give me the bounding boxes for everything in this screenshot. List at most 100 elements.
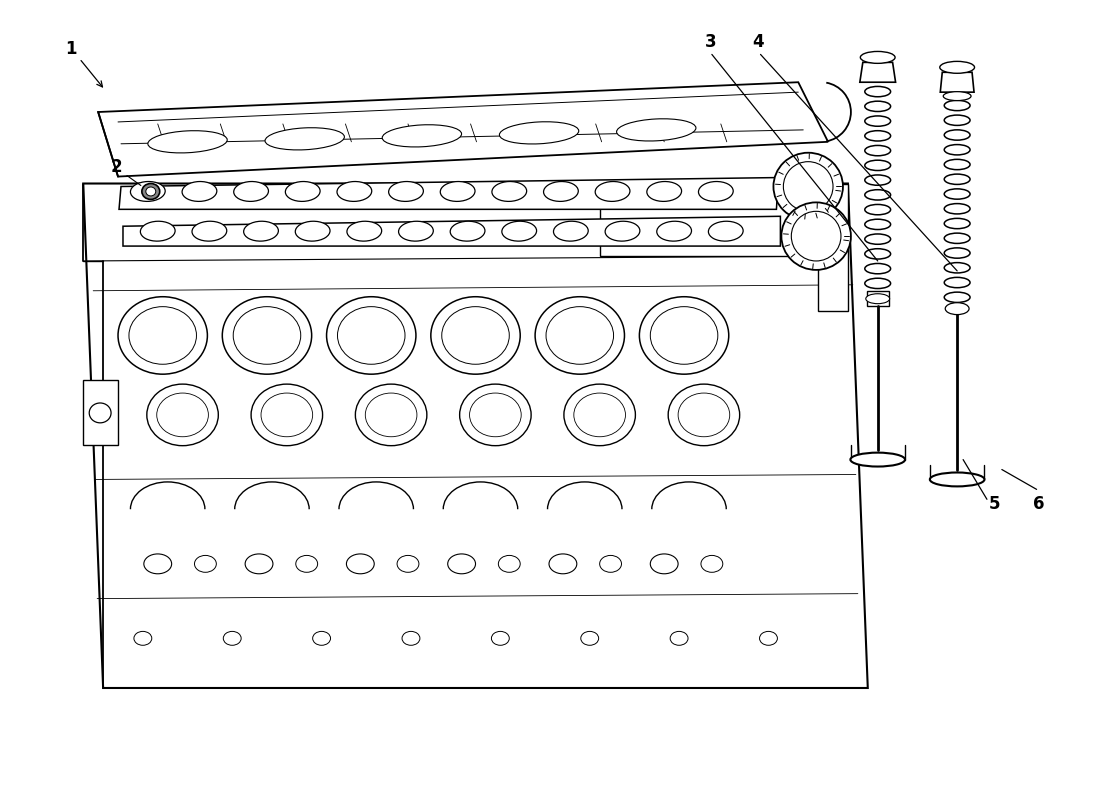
Ellipse shape <box>398 222 433 241</box>
Ellipse shape <box>243 222 278 241</box>
Ellipse shape <box>535 297 625 374</box>
Ellipse shape <box>147 130 228 153</box>
Polygon shape <box>860 62 895 82</box>
Ellipse shape <box>195 555 217 572</box>
Ellipse shape <box>574 393 626 437</box>
Ellipse shape <box>543 182 579 202</box>
Ellipse shape <box>89 403 111 423</box>
Ellipse shape <box>285 182 320 202</box>
Ellipse shape <box>312 631 330 646</box>
Ellipse shape <box>945 302 969 314</box>
Ellipse shape <box>498 555 520 572</box>
Ellipse shape <box>564 384 636 446</box>
Ellipse shape <box>440 182 475 202</box>
Polygon shape <box>867 290 889 306</box>
Ellipse shape <box>549 554 576 574</box>
Ellipse shape <box>142 183 160 199</box>
Ellipse shape <box>233 306 300 364</box>
Ellipse shape <box>617 118 696 141</box>
Polygon shape <box>84 380 118 445</box>
Polygon shape <box>940 72 974 92</box>
Ellipse shape <box>295 222 330 241</box>
Text: eurospares: eurospares <box>524 206 716 236</box>
Ellipse shape <box>781 202 851 270</box>
Ellipse shape <box>450 222 485 241</box>
Ellipse shape <box>146 384 218 446</box>
Ellipse shape <box>382 125 462 147</box>
Ellipse shape <box>460 384 531 446</box>
Ellipse shape <box>773 153 843 220</box>
Ellipse shape <box>581 631 598 646</box>
Ellipse shape <box>192 222 227 241</box>
Ellipse shape <box>346 554 374 574</box>
Ellipse shape <box>144 554 172 574</box>
Ellipse shape <box>546 306 614 364</box>
Ellipse shape <box>939 62 975 74</box>
Ellipse shape <box>657 222 692 241</box>
Text: eurospares: eurospares <box>156 599 349 628</box>
Ellipse shape <box>701 555 723 572</box>
Ellipse shape <box>639 297 728 374</box>
Ellipse shape <box>759 631 778 646</box>
Ellipse shape <box>141 222 175 241</box>
Ellipse shape <box>245 554 273 574</box>
Ellipse shape <box>553 222 588 241</box>
Text: eurospares: eurospares <box>156 206 349 236</box>
Text: 1: 1 <box>65 41 77 58</box>
Ellipse shape <box>448 554 475 574</box>
Text: 6: 6 <box>1033 495 1044 514</box>
Ellipse shape <box>470 393 521 437</box>
Ellipse shape <box>492 182 527 202</box>
Ellipse shape <box>791 211 842 261</box>
Ellipse shape <box>397 555 419 572</box>
Ellipse shape <box>131 182 165 202</box>
Ellipse shape <box>129 306 197 364</box>
Ellipse shape <box>222 297 311 374</box>
Ellipse shape <box>223 631 241 646</box>
Ellipse shape <box>402 631 420 646</box>
Ellipse shape <box>157 393 208 437</box>
Ellipse shape <box>930 473 984 486</box>
Ellipse shape <box>442 306 509 364</box>
Ellipse shape <box>595 182 630 202</box>
Polygon shape <box>123 216 780 246</box>
Ellipse shape <box>265 128 344 150</box>
Ellipse shape <box>783 162 833 211</box>
Ellipse shape <box>647 182 682 202</box>
Ellipse shape <box>134 631 152 646</box>
Polygon shape <box>600 183 848 310</box>
Ellipse shape <box>355 384 427 446</box>
Ellipse shape <box>296 555 318 572</box>
Text: eurospares: eurospares <box>483 599 676 628</box>
Ellipse shape <box>337 182 372 202</box>
Ellipse shape <box>605 222 640 241</box>
Ellipse shape <box>678 393 729 437</box>
Ellipse shape <box>183 182 217 202</box>
Ellipse shape <box>261 393 312 437</box>
Ellipse shape <box>365 393 417 437</box>
Ellipse shape <box>233 182 268 202</box>
Ellipse shape <box>866 294 890 304</box>
Polygon shape <box>84 183 868 688</box>
Ellipse shape <box>492 631 509 646</box>
Ellipse shape <box>346 222 382 241</box>
Ellipse shape <box>327 297 416 374</box>
Polygon shape <box>98 82 828 177</box>
Ellipse shape <box>668 384 739 446</box>
Ellipse shape <box>650 554 678 574</box>
Text: 4: 4 <box>752 34 764 51</box>
Ellipse shape <box>388 182 424 202</box>
Ellipse shape <box>650 306 718 364</box>
Ellipse shape <box>118 297 208 374</box>
Ellipse shape <box>708 222 744 241</box>
Ellipse shape <box>338 306 405 364</box>
Ellipse shape <box>943 92 971 101</box>
Text: 3: 3 <box>705 34 716 51</box>
Ellipse shape <box>251 384 322 446</box>
Text: 5: 5 <box>989 495 1000 514</box>
Ellipse shape <box>502 222 537 241</box>
Ellipse shape <box>698 182 734 202</box>
Ellipse shape <box>600 555 621 572</box>
Ellipse shape <box>431 297 520 374</box>
Ellipse shape <box>670 631 688 646</box>
